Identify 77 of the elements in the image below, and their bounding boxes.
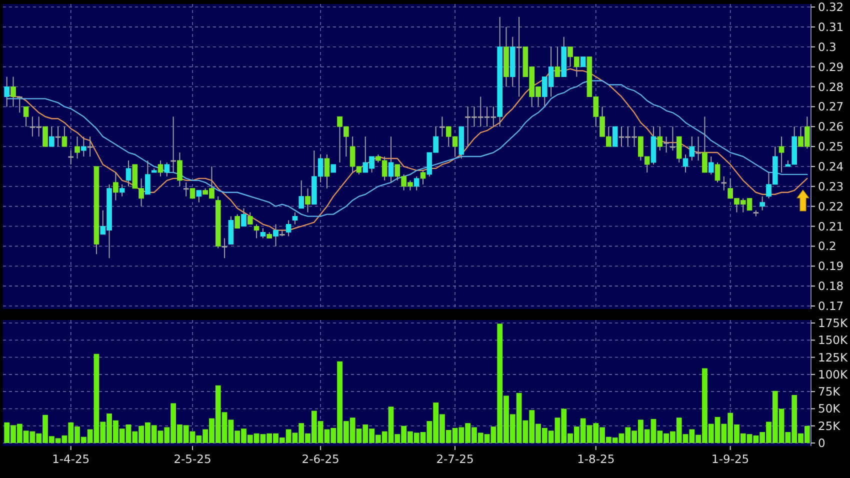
candlestick: [324, 154, 330, 189]
y-tick-label: 175K: [818, 316, 848, 330]
y-tick-label: 100K: [818, 367, 848, 382]
y-tick-label: 0.26: [818, 120, 844, 134]
candlestick: [158, 160, 164, 177]
candlestick: [580, 56, 586, 68]
y-tick-label: 75K: [818, 384, 841, 399]
candlestick: [260, 228, 266, 239]
candlestick: [55, 126, 61, 148]
x-tick-label: 1-8-25: [577, 452, 615, 466]
candlestick: [516, 16, 522, 98]
x-tick-label: 2-5-25: [174, 452, 212, 466]
y-tick-label: 0.29: [818, 60, 844, 74]
candlestick: [305, 188, 310, 213]
candlestick: [42, 126, 48, 147]
candlestick: [670, 126, 676, 152]
x-tick-label: 1-4-25: [52, 452, 90, 466]
y-tick-label: 0.21: [818, 219, 844, 234]
candlestick: [760, 196, 765, 211]
candlestick: [234, 214, 240, 229]
line-series: [6, 80, 808, 217]
candlestick: [682, 154, 688, 173]
candlestick: [420, 170, 426, 185]
y-tick-label: 150K: [818, 333, 848, 348]
y-tick-label: 0.31: [818, 20, 844, 34]
candlestick: [714, 162, 720, 183]
candlestick: [554, 46, 560, 78]
candlestick: [708, 156, 714, 175]
candlestick: [196, 190, 202, 203]
candlestick: [228, 216, 234, 245]
candlestick: [16, 96, 22, 114]
candlestick: [183, 182, 189, 197]
y-tick-label: 125K: [818, 350, 848, 364]
candlestick: [23, 106, 29, 128]
candlestick: [440, 116, 445, 138]
candlestick: [388, 136, 394, 183]
y-tick-label: 0.24: [818, 159, 844, 174]
candlestick: [4, 76, 10, 108]
candlestick: [292, 212, 298, 225]
y-tick-label: 0.19: [818, 259, 844, 274]
y-tick-label: 0.27: [818, 100, 844, 114]
candlestick: [126, 160, 132, 187]
x-tick-label: 1-9-25: [712, 452, 750, 466]
candlestick: [664, 136, 669, 154]
candlestick: [247, 212, 253, 225]
y-tick-label: 0.18: [818, 279, 844, 294]
y-tick-label: 0.22: [818, 199, 844, 214]
candlestick: [74, 136, 80, 159]
y-tick-label: 0.28: [818, 80, 844, 94]
candlestick: [414, 176, 420, 191]
candlestick: [298, 180, 304, 209]
y-tick-label: 0.3: [818, 40, 836, 54]
candlestick: [164, 162, 170, 177]
candlestick: [778, 136, 784, 173]
candlestick: [241, 208, 246, 227]
candlestick: [145, 160, 150, 195]
candlestick: [254, 224, 260, 239]
x-tick-label: 2-7-25: [436, 452, 474, 466]
candlestick: [113, 172, 118, 201]
candlestick: [170, 116, 176, 173]
y-tick-label: 25K: [818, 418, 841, 433]
y-tick-label: 0: [818, 436, 826, 450]
candlestick: [286, 220, 292, 237]
candlestick: [222, 238, 228, 259]
y-tick-label: 0.25: [818, 140, 844, 154]
y-tick-label: 0.2: [818, 239, 836, 254]
x-tick-label: 2-6-25: [302, 452, 340, 466]
y-tick-label: 0.23: [818, 179, 844, 194]
candlestick: [87, 136, 93, 157]
candlestick: [721, 176, 727, 191]
candlestick: [612, 126, 618, 148]
candlestick: [68, 150, 74, 165]
y-tick-label: 0.17: [818, 299, 844, 314]
y-tick-label: 0.32: [818, 0, 844, 14]
y-tick-label: 50K: [818, 402, 841, 416]
candlestick: [696, 136, 701, 161]
candlestick: [119, 184, 125, 197]
